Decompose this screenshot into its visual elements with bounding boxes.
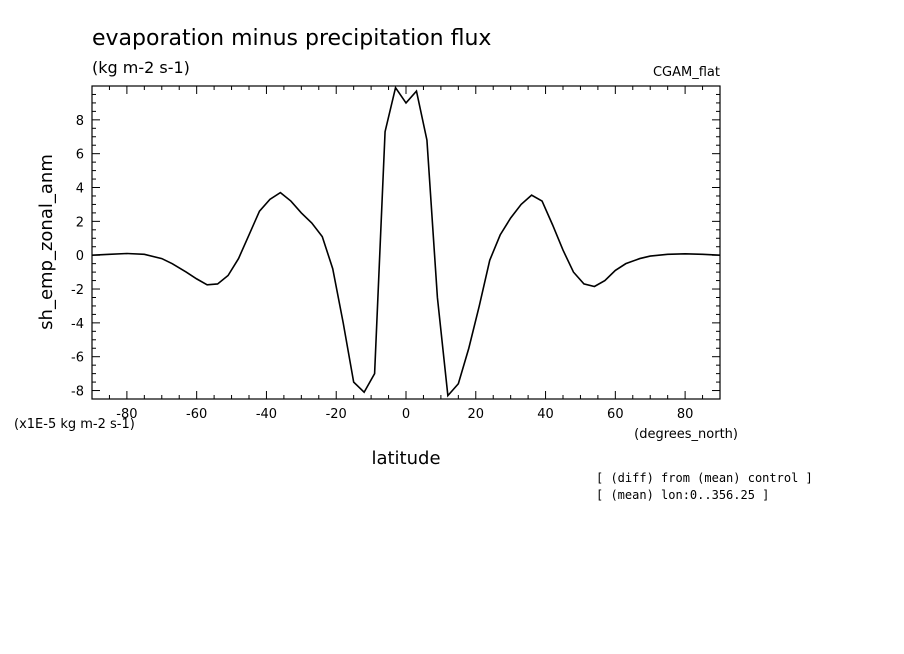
y-axis-ticks: -8 -6 -4 -2 0 2 4 6 8 — [71, 93, 720, 400]
note-mean: [ (mean) lon:0..356.25 ] — [596, 488, 769, 502]
y-tick-label: -4 — [71, 317, 84, 332]
x-axis-units: (degrees_north) — [634, 427, 738, 442]
y-tick-label: -6 — [71, 351, 84, 366]
note-diff: [ (diff) from (mean) control ] — [596, 471, 813, 485]
x-axis-title: latitude — [371, 448, 440, 469]
y-tick-label: 0 — [76, 249, 84, 264]
x-axis-ticks: -80 -60 -40 -20 0 20 40 60 80 — [91, 86, 721, 422]
x-tick-label: 40 — [537, 407, 554, 422]
y-tick-label: -2 — [71, 283, 84, 298]
chart-title: evaporation minus precipitation flux — [92, 26, 491, 51]
y-tick-label: 6 — [76, 148, 84, 163]
plot-frame — [91, 85, 721, 400]
x-tick-label: 60 — [607, 407, 624, 422]
x-tick-label: -40 — [256, 407, 277, 422]
x-tick-label: 0 — [402, 407, 410, 422]
x-tick-label: -60 — [186, 407, 207, 422]
x-tick-label: -80 — [116, 407, 137, 422]
x-tick-label: -20 — [326, 407, 347, 422]
y-tick-label: 2 — [76, 215, 84, 230]
y-tick-label: 4 — [76, 182, 84, 197]
model-label: CGAM_flat — [653, 65, 720, 80]
y-tick-label: 8 — [76, 114, 84, 129]
x-tick-label: 80 — [677, 407, 694, 422]
chart-units: (kg m-2 s-1) — [92, 58, 190, 77]
y-tick-label: -8 — [71, 385, 84, 400]
y-axis-scale: (x1E-5 kg m-2 s-1) — [14, 417, 135, 432]
series-line — [91, 85, 721, 398]
y-axis-title: sh_emp_zonal_anm — [36, 154, 57, 330]
x-tick-label: 20 — [468, 407, 485, 422]
